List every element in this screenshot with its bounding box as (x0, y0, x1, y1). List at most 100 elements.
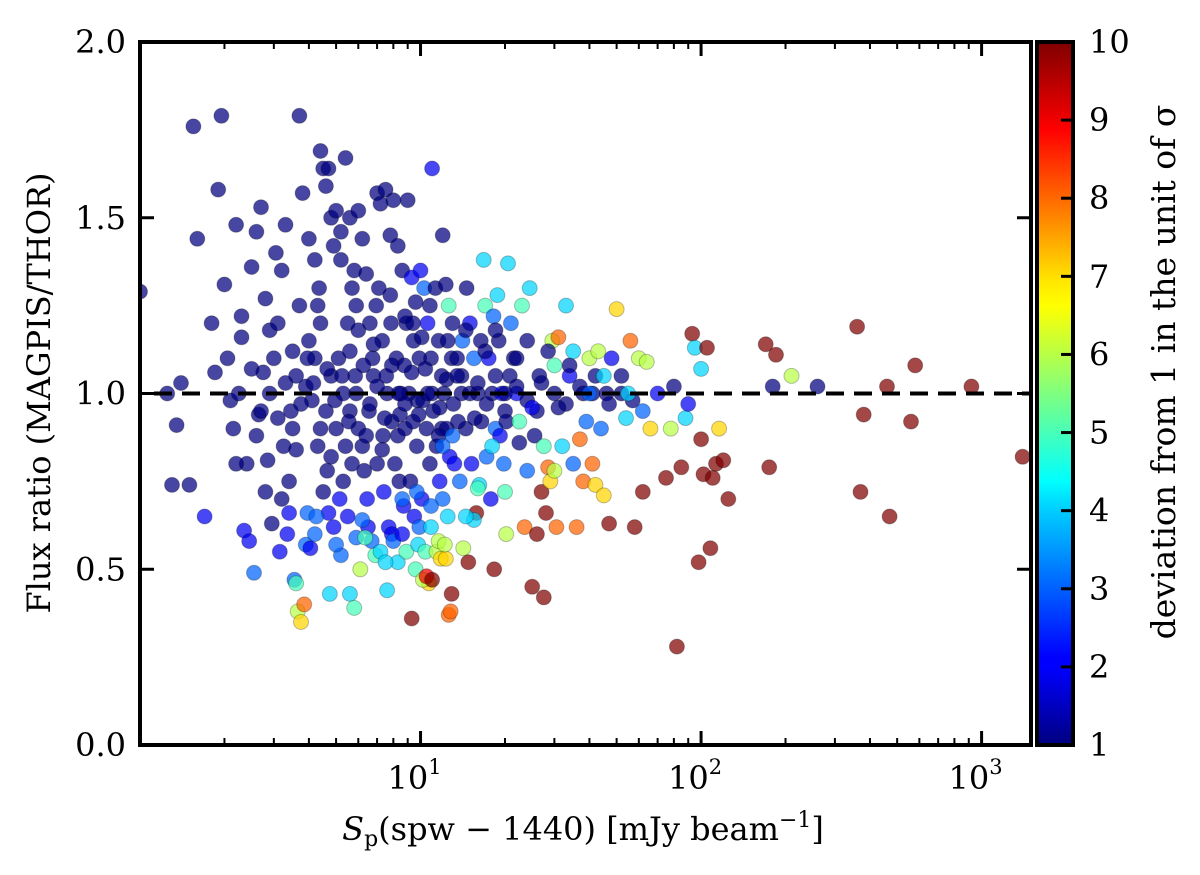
data-point-3 (185, 118, 202, 135)
data-point-11 (210, 181, 227, 198)
data-point-421 (524, 399, 541, 416)
data-point-59 (320, 160, 337, 177)
data-point-298 (693, 431, 710, 448)
data-point-388 (439, 332, 456, 349)
data-point-255 (538, 505, 554, 521)
data-point-118 (382, 227, 399, 244)
data-point-417 (469, 480, 486, 497)
data-point-287 (642, 420, 659, 437)
data-point-100 (358, 266, 375, 282)
data-point-370 (273, 491, 290, 507)
data-point-312 (809, 378, 826, 395)
data-point-416 (457, 508, 474, 525)
data-point-29 (259, 452, 276, 469)
data-point-369 (257, 483, 274, 500)
data-point-78 (337, 150, 354, 166)
data-point-280 (613, 367, 630, 384)
data-point-209 (455, 540, 472, 557)
data-point-311 (783, 367, 800, 384)
y-ticks: 0.0 0.5 1.0 1.5 2.0 (75, 23, 1031, 764)
data-point-408 (328, 536, 345, 553)
data-point-9 (203, 315, 220, 332)
data-point-96 (331, 491, 348, 507)
data-point-294 (680, 396, 697, 412)
data-point-297 (690, 554, 707, 571)
data-point-76 (328, 202, 345, 219)
plot-frame (138, 40, 1033, 747)
data-point-350 (417, 360, 434, 377)
data-point-343 (369, 378, 386, 395)
data-point-301 (702, 540, 719, 557)
data-point-372 (300, 332, 317, 349)
data-point-54 (300, 230, 317, 247)
data-point-244 (511, 434, 528, 451)
data-point-69 (317, 403, 334, 420)
data-point-104 (356, 462, 373, 479)
data-point-239 (498, 526, 515, 543)
data-point-236 (500, 255, 516, 272)
data-point-336 (319, 360, 336, 377)
data-point-281 (618, 410, 634, 427)
data-point-321 (1014, 448, 1031, 465)
data-point-123 (369, 455, 386, 472)
data-point-232 (485, 308, 502, 325)
data-point-112 (368, 297, 385, 314)
data-point-406 (281, 505, 298, 521)
data-point-12 (213, 107, 230, 124)
data-point-169 (421, 455, 438, 472)
data-point-203 (444, 315, 461, 332)
colorbar-gradient (1037, 42, 1073, 745)
data-point-144 (394, 526, 411, 543)
data-point-222 (475, 251, 492, 268)
data-point-168 (418, 420, 435, 437)
data-point-39 (294, 185, 311, 202)
data-point-330 (277, 375, 294, 391)
colorbar-tick-label-8: 9 (1089, 101, 1109, 139)
data-point-190 (437, 276, 454, 293)
data-point-304 (711, 420, 728, 437)
data-point-291 (668, 638, 685, 655)
data-point-331 (284, 343, 301, 360)
data-point-319 (907, 357, 924, 374)
data-point-396 (519, 332, 536, 349)
data-point-318 (903, 413, 919, 430)
data-point-35 (281, 473, 298, 490)
data-point-131 (383, 315, 399, 332)
data-point-64 (315, 483, 332, 500)
data-point-1 (164, 476, 180, 493)
data-point-101 (361, 315, 378, 332)
data-point-30 (263, 515, 280, 532)
data-point-428 (634, 403, 651, 420)
data-point-308 (761, 459, 778, 476)
data-point-403 (601, 396, 618, 412)
data-point-230 (486, 561, 503, 578)
data-point-163 (412, 262, 429, 279)
data-point-354 (445, 396, 462, 412)
data-point-241 (502, 315, 519, 332)
y-tick-label-1: 0.5 (75, 550, 126, 588)
data-point-202 (442, 603, 459, 620)
data-point-133 (389, 237, 406, 254)
data-point-21 (257, 290, 274, 307)
data-point-98 (350, 202, 367, 219)
data-point-50 (267, 244, 284, 261)
data-point-36 (284, 420, 301, 437)
data-point-16 (233, 329, 250, 346)
data-point-393 (487, 322, 504, 339)
data-point-329 (269, 410, 286, 427)
colorbar-tick-label-6: 7 (1089, 257, 1109, 295)
data-point-430 (693, 360, 710, 377)
data-point-266 (568, 519, 585, 536)
data-point-4 (189, 230, 206, 247)
data-point-344 (376, 410, 393, 427)
data-point-282 (622, 332, 639, 349)
data-point-183 (431, 473, 448, 490)
data-point-332 (293, 396, 309, 412)
data-point-410 (377, 554, 394, 571)
data-point-300 (699, 339, 715, 356)
data-point-352 (431, 399, 448, 416)
data-point-108 (352, 561, 369, 578)
data-point-399 (550, 399, 567, 416)
data-point-184 (424, 571, 441, 588)
